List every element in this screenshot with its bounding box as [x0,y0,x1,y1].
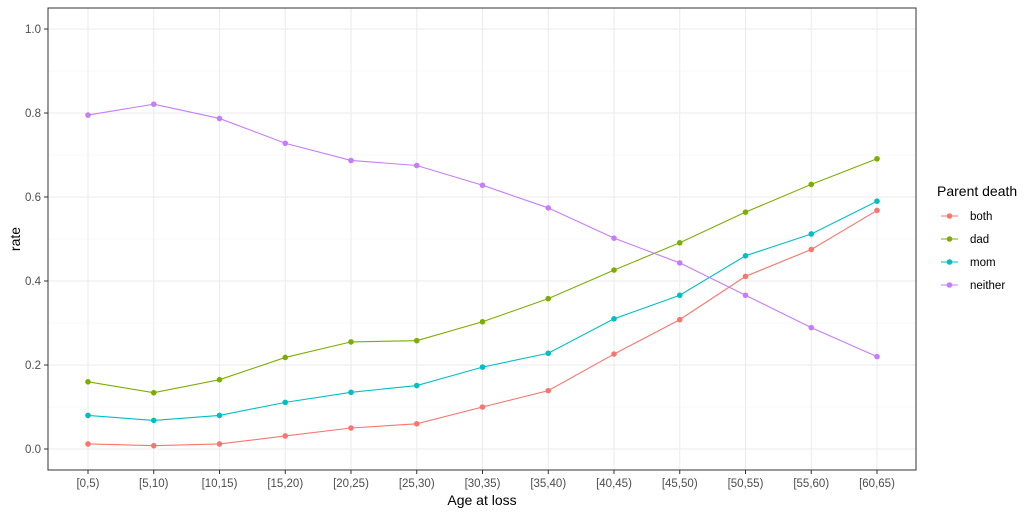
data-point-neither [611,235,617,241]
data-point-dad [742,209,749,215]
data-point-mom [676,292,683,299]
data-point-neither [413,162,420,169]
legend-key-point [946,259,953,265]
data-point-mom [808,231,815,237]
legend-label: neither [970,280,1005,292]
x-axis-title: Age at loss [447,492,516,508]
data-point-dad [808,181,815,188]
legend-title: Parent death [937,183,1017,199]
y-axis-ticks: 0.0 0.2 0.4 0.6 0.8 1.0 [25,24,48,456]
data-point-neither [742,292,749,299]
data-point-dad [348,339,354,345]
data-point-mom [348,389,354,396]
data-point-both [676,316,683,323]
x-tick-label: [50,55) [728,478,764,490]
data-point-neither [150,101,157,107]
data-point-both [282,433,289,439]
legend-label: dad [970,234,989,246]
data-point-both [742,273,749,280]
x-tick-label: [55,60) [793,478,829,490]
data-point-both [150,442,157,449]
legend-item-dad: dad [941,234,989,246]
data-point-mom [150,417,157,424]
data-point-both [611,351,617,357]
x-tick-label: [35,40) [530,478,566,490]
y-tick-label: 1.0 [25,24,41,36]
data-point-mom [611,316,617,322]
data-point-mom [85,412,91,419]
data-point-mom [282,399,289,406]
data-point-neither [85,112,91,118]
data-point-dad [479,318,486,325]
data-point-neither [479,182,486,189]
data-point-dad [611,267,617,273]
data-point-dad [150,389,157,396]
data-point-mom [413,382,420,389]
x-tick-label: [25,30) [399,478,435,490]
y-tick-label: 0.2 [25,360,41,372]
x-axis-ticks: [0,5) [5,10) [10,15) [15,20) [20,25) [25,30) [… [76,470,895,490]
data-point-both [545,387,552,394]
data-point-neither [348,157,354,164]
data-point-neither [676,260,683,266]
legend-label: mom [970,257,996,269]
data-point-mom [479,364,486,370]
x-tick-label: [40,45) [596,478,632,490]
y-tick-label: 0.4 [25,276,42,288]
data-point-dad [282,354,289,361]
data-point-both [216,441,223,447]
legend: Parent death both dad mom neither [937,183,1017,292]
data-point-neither [282,140,289,147]
legend-key-point [946,236,953,242]
legend-label: both [970,211,992,223]
data-point-both [85,441,91,447]
x-tick-label: [0,5) [76,478,99,490]
x-tick-label: [5,10) [139,478,169,490]
x-tick-label: [45,50) [662,478,698,490]
legend-item-neither: neither [941,280,1005,292]
data-point-neither [545,205,552,211]
data-point-mom [216,412,223,419]
data-point-dad [216,376,223,383]
y-axis-title: rate [7,227,23,251]
x-tick-label: [30,35) [465,478,501,490]
legend-item-mom: mom [941,257,996,269]
series-points [85,101,880,449]
x-tick-label: [20,25) [333,478,369,490]
data-point-neither [874,353,880,360]
x-tick-label: [10,15) [202,478,238,490]
y-tick-label: 0.8 [25,108,41,120]
data-point-both [874,207,880,214]
data-point-neither [216,115,223,122]
legend-key-point [946,282,953,288]
y-tick-label: 0.0 [25,444,41,456]
data-point-mom [874,198,880,204]
data-point-dad [85,379,91,385]
data-point-dad [676,239,683,246]
legend-item-both: both [941,211,992,223]
data-point-both [479,404,486,410]
data-point-dad [874,155,880,162]
data-point-mom [545,350,552,357]
data-point-both [413,421,420,427]
data-point-both [808,246,815,253]
data-point-neither [808,324,815,331]
major-gridlines [48,8,916,470]
x-tick-label: [15,20) [267,478,303,490]
data-point-both [348,425,354,431]
data-point-dad [413,337,420,344]
y-tick-label: 0.6 [25,192,41,204]
x-tick-label: [60,65) [859,478,895,490]
data-point-dad [545,295,552,302]
data-point-mom [742,253,749,259]
legend-key-point [946,213,953,219]
